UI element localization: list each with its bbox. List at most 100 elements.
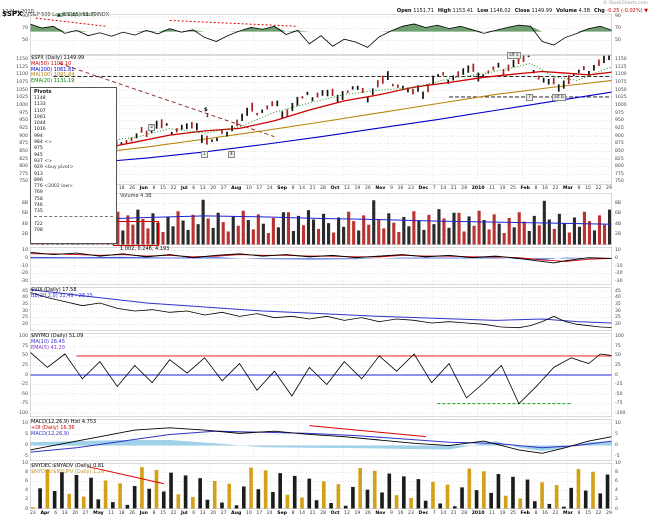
date-axis-label: 22 [552, 511, 559, 516]
legend-line: MA(10) 28.45 [31, 338, 65, 345]
axis-tick: 5 [615, 431, 618, 437]
axis-tick: 2 [25, 497, 28, 503]
date-axis-label: Nov [375, 511, 386, 516]
date-axis-label: 14 [299, 511, 306, 516]
axis-tick: 50 [22, 37, 28, 43]
panel-macd-lower [30, 419, 612, 461]
axis-tick: 1025 [615, 95, 627, 101]
panel-nymo [30, 333, 612, 417]
axis-tick: 1125 [16, 64, 28, 70]
date-axis-label: 22 [595, 185, 602, 191]
date-axis-label: 28 [320, 511, 326, 516]
panel-legend: $SPX (Daily) 1149.99 MA(50) 1108.10 MA(200… [31, 55, 84, 85]
date-axis-label: 22 [595, 511, 602, 516]
date-axis-label: 15 [585, 511, 591, 516]
panel-breadth [30, 463, 612, 509]
axis-tick: 1000 [16, 102, 28, 108]
date-axis-label: 22 [170, 511, 177, 516]
date-axis-bottom: 23 Apr 6 13 20 27 May 11 18 26 Jun 8 15 22 Jul 6 13 20 27 A… [30, 511, 612, 516]
quote-value: 1153.41 [450, 8, 474, 14]
date-axis-label: 24 [266, 511, 273, 516]
annotation-box: alt b [552, 94, 566, 101]
axis-tick: 6B [615, 211, 622, 217]
date-axis-label: 16 [542, 185, 548, 191]
axis-tick: 6 [25, 478, 28, 484]
axis-tick: 40 [22, 295, 28, 301]
date-axis-label: 14 [440, 185, 447, 191]
pivot-row: 735 [34, 209, 43, 215]
date-axis-label: Sep [277, 185, 288, 191]
axis-tick: 925 [615, 125, 624, 131]
pivot-row: 913 [34, 171, 43, 177]
axis-tick: -10 [20, 263, 28, 269]
quote-key: High [437, 8, 451, 14]
date-axis-label: 28 [461, 511, 468, 516]
panel-price [30, 55, 612, 185]
axis-tick: 900 [615, 133, 624, 139]
date-axis-label: 20 [72, 511, 79, 516]
date-axis-label: 12 [344, 511, 350, 516]
pivot-row: 769 [34, 190, 43, 196]
axis-tick: 2B [615, 232, 622, 238]
legend-line: +DI (Daily) 16.36 [31, 424, 75, 431]
pivot-note: <> [44, 158, 52, 164]
axis-tick: -10 [615, 263, 623, 269]
date-axis-label: 26 [129, 185, 136, 191]
date-axis-label: Aug [231, 185, 242, 191]
date-axis-label: 17 [256, 511, 263, 516]
date-axis-label: 25 [510, 185, 516, 191]
legend-line: 1.002, 0.246, 4.193 [120, 246, 170, 252]
date-axis-label: 7 [432, 185, 436, 191]
date-axis-label: 7 [432, 511, 436, 516]
date-axis-label: 9 [390, 511, 393, 516]
legend-line: ▲ RSI(65) 51.70 [57, 12, 97, 18]
axis-tick: 25 [615, 362, 621, 368]
date-axis-label: 11 [489, 185, 495, 191]
axis-tick: 10 [22, 248, 28, 254]
axis-tick: 90 [22, 14, 28, 20]
annotation-box: 7 [526, 94, 533, 101]
axis-tick: 10 [22, 420, 28, 426]
axis-tick: 6 [615, 478, 618, 484]
quote-key: Volume [556, 8, 578, 14]
axis-tick: 25 [22, 362, 28, 368]
date-axis-label: 18 [118, 511, 125, 516]
date-axis-label: 6 [54, 511, 58, 516]
date-axis-label: 28 [320, 185, 326, 191]
axis-tick: 1150 [615, 57, 627, 63]
date-axis-label: 8 [577, 185, 581, 191]
annotation-box: 1 [201, 151, 208, 158]
pivot-row: 1107 [34, 108, 46, 114]
legend-line: MACD(12,26,9) [31, 430, 69, 437]
date-axis-label: Oct [330, 511, 340, 516]
axis-tick: 1100 [16, 72, 28, 78]
axis-tick: 0 [615, 372, 618, 378]
axis-tick: 90 [615, 14, 621, 20]
pivot-title: Pivots [34, 89, 52, 95]
axis-tick: 4 [615, 488, 618, 494]
axis-tick: 850 [615, 148, 624, 154]
date-axis-label: Nov [375, 185, 386, 191]
date-axis-label: 23 [408, 511, 414, 516]
date-axis-label: 19 [354, 511, 361, 516]
legend-line: $NYMO (Daily) 51.09 [31, 333, 84, 339]
axis-tick: -75 [615, 401, 623, 407]
panel-legend: $VIX (Daily) 17.58 BB(20,2.0) 31.49 - 28.… [31, 287, 93, 300]
panel-vix [30, 287, 612, 331]
quote-key: Chg [594, 8, 605, 14]
axis-tick: 0 [615, 255, 618, 261]
panel-macd-upper [30, 247, 612, 285]
legend-line: MACD(12,26,9) Hist 4.753 [31, 419, 97, 425]
axis-tick: 8B [615, 200, 622, 206]
date-axis-label: Dec [418, 185, 429, 191]
axis-tick: 950 [615, 118, 624, 124]
pivot-separator [34, 215, 113, 222]
axis-tick: 900 [19, 133, 28, 139]
pivot-row: 708 [34, 227, 43, 233]
chart-title: $SPX (S&P 500 Large Cap Index) INDX [2, 1, 109, 20]
axis-tick: 1050 [615, 87, 627, 93]
pivot-row: 929 <buy pivot> [34, 165, 74, 171]
date-axis-label: 17 [256, 185, 263, 191]
axis-tick: 45 [615, 288, 621, 294]
